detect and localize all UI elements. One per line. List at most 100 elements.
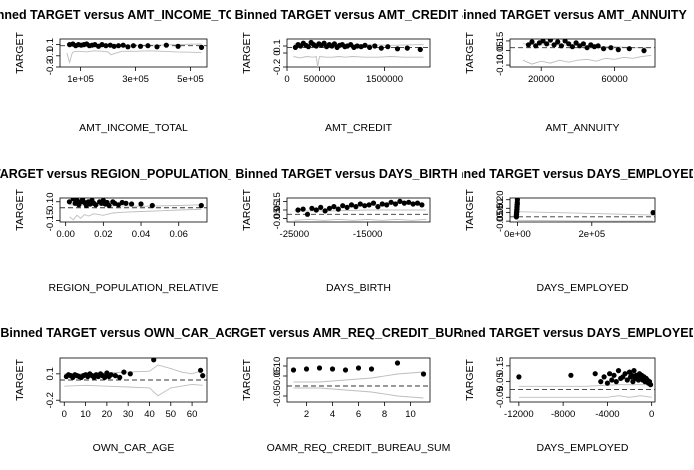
data-point	[598, 379, 604, 385]
y-tick-label: 0.10	[272, 357, 283, 376]
data-point	[584, 45, 590, 51]
data-point	[362, 42, 368, 48]
chart-title: Binned TARGET versus AMR_REQ_CREDIT_BURE…	[169, 326, 523, 340]
data-point	[551, 42, 557, 48]
data-point	[145, 43, 151, 49]
x-axis-label: DAYS_EMPLOYED	[536, 442, 628, 454]
data-point	[290, 367, 297, 373]
plot-area	[510, 368, 655, 398]
data-point	[516, 374, 522, 380]
x-axis-label: AMT_CREDIT	[325, 122, 393, 134]
chart-title: Binned TARGET versus AMT_INCOME_TOTAL	[0, 8, 259, 22]
x-tick-label: 60000	[601, 74, 627, 85]
data-point	[354, 43, 360, 49]
data-point	[326, 205, 333, 211]
data-point	[370, 200, 377, 206]
x-tick-label: 8	[382, 409, 387, 420]
band-lower-line	[293, 387, 424, 399]
data-point	[394, 360, 401, 366]
chart-panel-3: Binned TARGET versus AMT_ANNUITY 20000 600…	[454, 8, 687, 134]
data-point	[368, 366, 375, 372]
y-tick-label: 0.1	[45, 38, 56, 51]
data-point	[198, 44, 205, 51]
data-point	[154, 44, 160, 50]
plot-area	[60, 198, 207, 221]
data-point	[604, 380, 611, 386]
data-point	[93, 202, 99, 208]
band-lower-line	[294, 218, 427, 221]
x-tick-label: 50	[165, 409, 176, 420]
data-point	[342, 367, 349, 373]
x-tick-label: 0	[649, 409, 654, 420]
data-point	[357, 201, 363, 207]
band-lower-line	[518, 395, 652, 398]
data-point	[397, 198, 403, 204]
data-point	[329, 366, 336, 372]
data-point	[641, 48, 647, 54]
band-upper-line	[293, 371, 424, 383]
band-upper-line	[294, 209, 427, 212]
x-axis-label: REGION_POPULATION_RELATIVE	[49, 282, 219, 294]
data-point	[138, 201, 144, 207]
data-point	[540, 39, 546, 44]
data-point	[626, 46, 632, 52]
band-lower-line	[517, 219, 654, 222]
y-tick-label: -0.05	[495, 386, 506, 408]
data-point	[123, 200, 129, 206]
plot-area	[287, 39, 430, 67]
chart-panel-8: Binned TARGET versus AMR_REQ_CREDIT_BURE…	[169, 326, 523, 454]
x-tick-label: 10	[405, 409, 416, 420]
y-tick-label: 0.05	[495, 41, 506, 60]
plot-area	[60, 358, 207, 397]
data-point	[609, 377, 615, 383]
chart-title: Binned TARGET versus AMT_ANNUITY	[454, 8, 687, 22]
data-point	[322, 208, 328, 214]
data-point	[650, 210, 655, 216]
data-point	[544, 41, 550, 47]
data-point	[525, 42, 532, 48]
data-point	[331, 204, 337, 210]
y-tick-label: -0.1	[45, 48, 56, 64]
data-point	[533, 43, 539, 49]
data-point	[648, 382, 654, 388]
y-axis-label: TARGET	[464, 189, 476, 231]
band-lower-line	[69, 208, 202, 221]
y-tick-label: 0	[272, 50, 283, 55]
y-tick-label: -0.2	[272, 59, 283, 75]
plot-area	[510, 39, 655, 65]
data-point	[562, 39, 568, 44]
data-point	[66, 199, 72, 205]
y-axis-label: TARGET	[14, 359, 26, 401]
x-tick-label: -25000	[280, 229, 310, 240]
data-point	[615, 368, 622, 374]
data-point	[175, 43, 181, 49]
x-tick-label: 0.06	[169, 229, 188, 240]
data-point	[99, 42, 105, 48]
data-point	[103, 43, 109, 49]
data-point	[601, 374, 607, 380]
y-axis-label: TARGET	[464, 359, 476, 401]
data-point	[303, 366, 310, 372]
data-point	[607, 371, 613, 377]
data-point	[366, 202, 372, 208]
data-point	[130, 43, 136, 49]
x-tick-label: 2	[304, 409, 309, 420]
y-tick-label: 0.15	[272, 192, 283, 211]
y-tick-label: 0.05	[495, 372, 506, 391]
data-point	[384, 202, 390, 208]
data-point	[355, 365, 362, 371]
y-tick-label: 0.05	[272, 367, 283, 386]
y-tick-label: 0.10	[495, 199, 506, 218]
data-point	[385, 44, 391, 50]
x-axis-label: DAYS_BIRTH	[326, 282, 391, 294]
data-point	[121, 369, 127, 375]
data-point	[335, 206, 341, 212]
y-tick-label: -0.05	[495, 210, 506, 232]
data-point	[200, 373, 206, 379]
x-tick-label: -15000	[353, 229, 383, 240]
data-point	[558, 43, 565, 49]
x-tick-label: 5e+05	[177, 74, 204, 85]
plot-frame	[59, 38, 208, 68]
plot-frame	[509, 197, 656, 223]
